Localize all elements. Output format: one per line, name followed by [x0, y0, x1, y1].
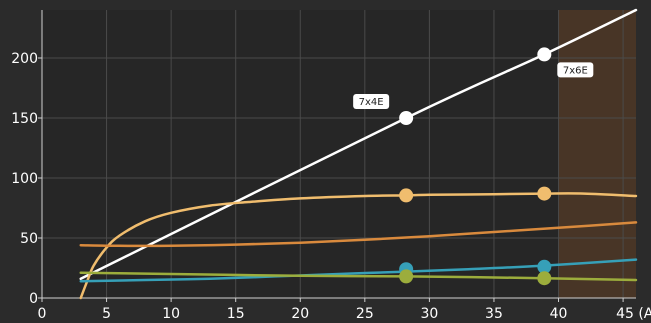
data-point-marker	[537, 271, 552, 286]
x-tick-label: 40	[550, 306, 568, 322]
y-tick-label: 200	[11, 51, 38, 67]
x-tick-label: 20	[291, 306, 309, 322]
series-line-0	[79, 8, 638, 281]
x-tick-label: 35	[485, 306, 503, 322]
y-tick-label: 50	[20, 231, 38, 247]
series-line-3	[79, 258, 638, 283]
axis-layer: 0 5 10 15 20 25 30 35 40 45 (A) 0 50 100 150 200	[11, 10, 651, 322]
data-point-marker	[537, 186, 552, 201]
data-point-marker	[537, 259, 552, 274]
x-tick-label: 15	[227, 306, 245, 322]
grid-layer	[42, 10, 636, 298]
data-point-marker	[537, 47, 552, 62]
data-point-marker	[399, 269, 414, 284]
highlight-layer	[558, 10, 636, 298]
x-tick-label: 10	[162, 306, 180, 322]
label-layer: 7x4E 7x6E	[353, 62, 594, 109]
marker-layer	[399, 47, 552, 286]
point-label: 7x6E	[563, 65, 588, 76]
point-label-box	[353, 94, 390, 109]
x-tick-label: 5	[102, 306, 111, 322]
x-tick-label: 25	[356, 306, 374, 322]
x-tick-label: 0	[38, 306, 47, 322]
highlight-region	[558, 10, 636, 298]
point-label: 7x4E	[359, 97, 384, 108]
data-point-marker	[399, 188, 414, 203]
series-line-2	[79, 221, 638, 248]
data-point-marker	[399, 111, 414, 125]
x-tick-label: 45 (A)	[616, 306, 651, 322]
series-line-1	[79, 192, 638, 300]
y-tick-label: 0	[29, 291, 38, 307]
point-label-box	[557, 62, 594, 78]
x-tick-label: 30	[420, 306, 438, 322]
y-tick-label: 150	[11, 111, 38, 127]
y-tick-label: 100	[11, 171, 38, 187]
